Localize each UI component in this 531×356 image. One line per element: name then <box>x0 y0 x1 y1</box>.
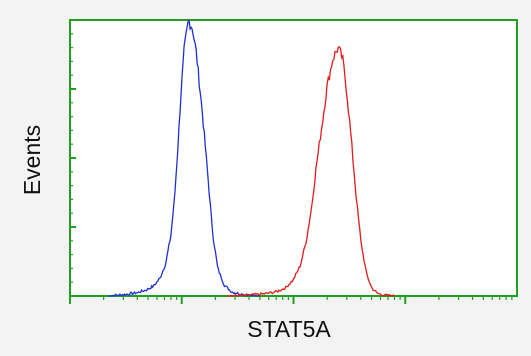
series-line-red <box>226 46 395 297</box>
series-line-blue <box>108 19 261 298</box>
plot-frame <box>69 19 518 297</box>
y-axis-ticks <box>70 19 76 297</box>
y-axis-label: Events <box>19 125 45 195</box>
x-axis-ticks <box>69 296 513 304</box>
series-group <box>108 19 395 298</box>
x-axis-label: STAT5A <box>247 316 331 342</box>
